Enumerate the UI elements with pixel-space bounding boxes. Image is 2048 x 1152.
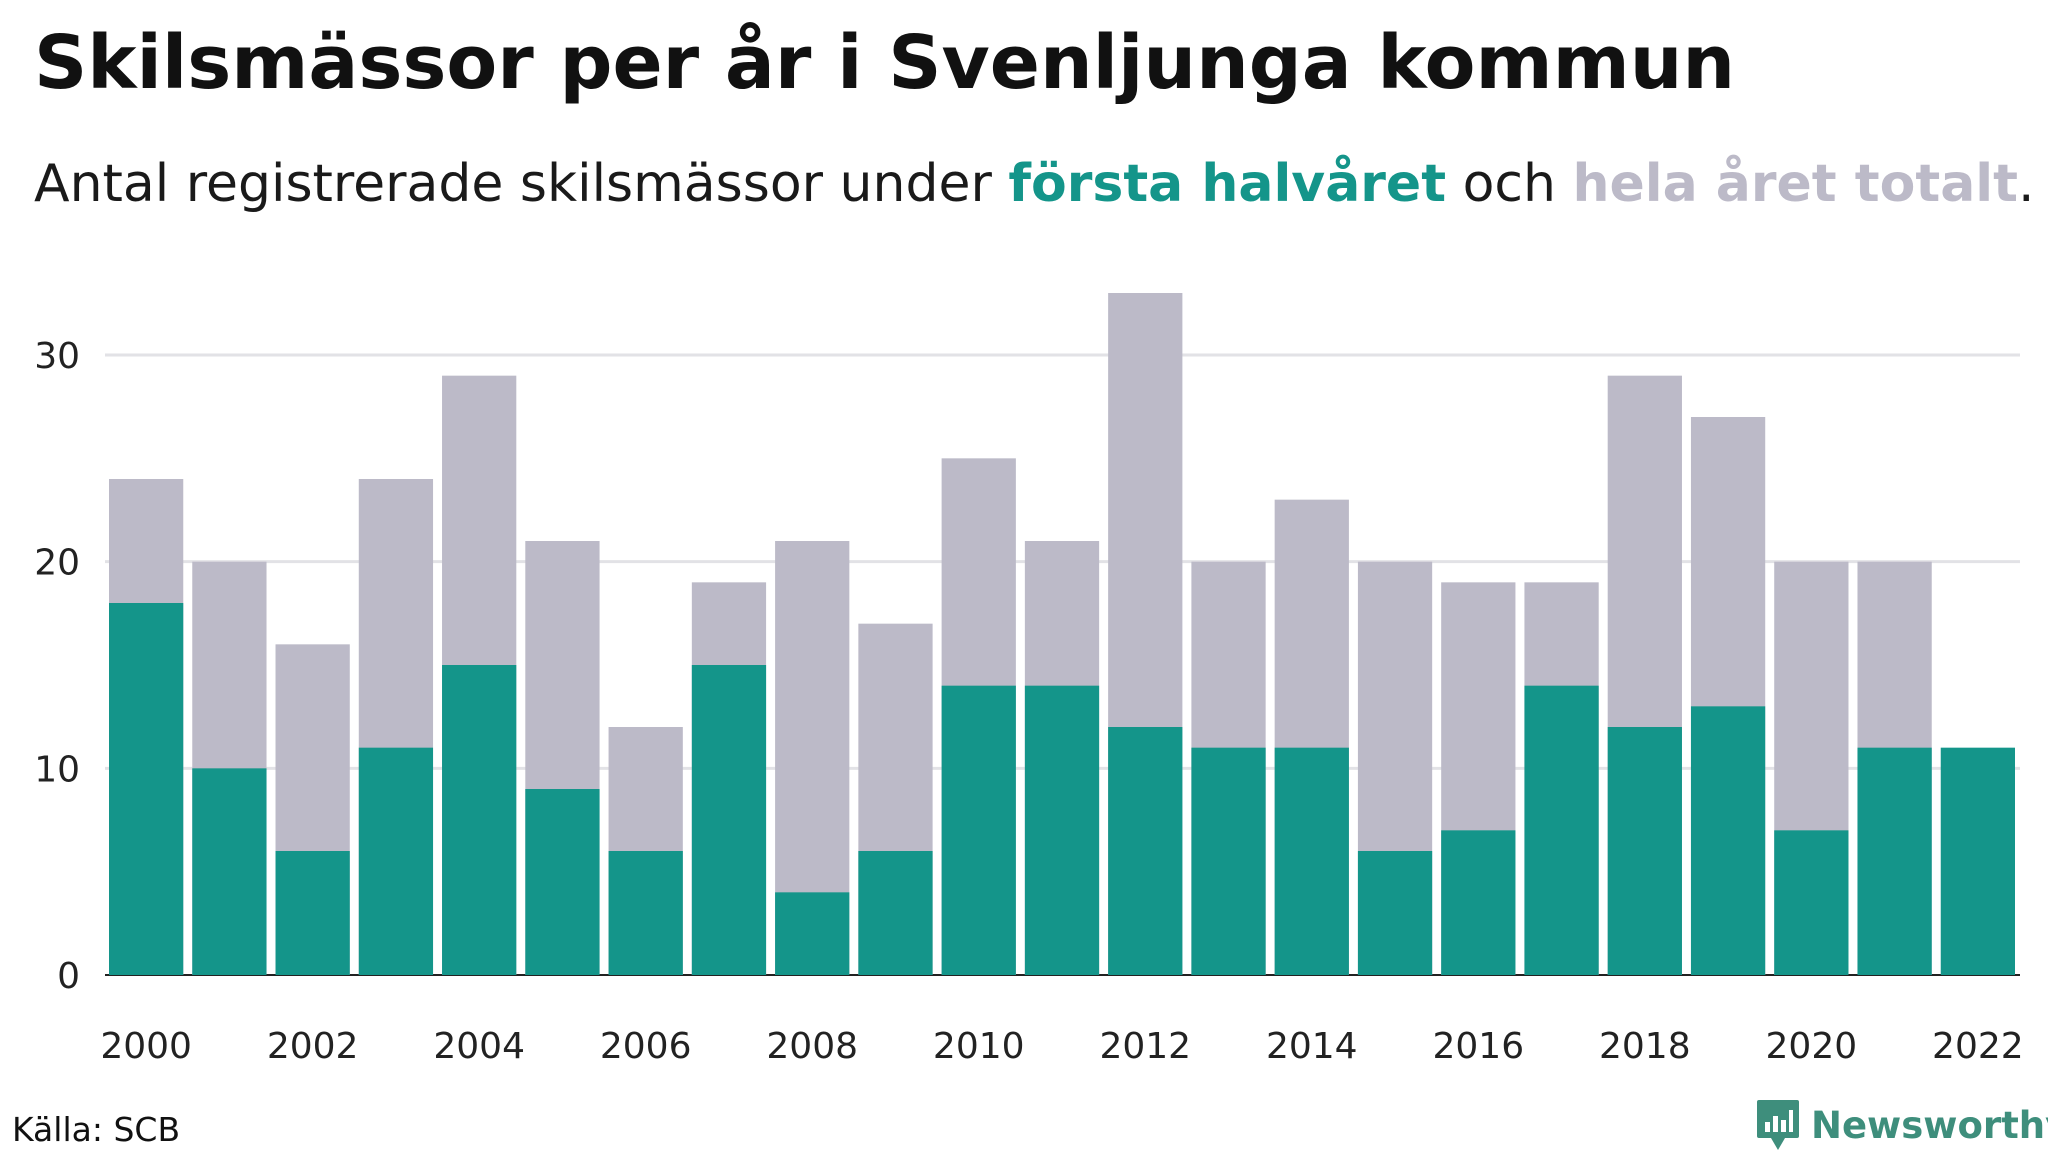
y-axis-ticks: 0 10 20 30 xyxy=(34,336,80,997)
bar-first-half xyxy=(1441,830,1516,975)
y-tick-label: 0 xyxy=(57,956,80,997)
bar-first-half xyxy=(192,768,267,975)
bar-first-half xyxy=(608,851,683,975)
y-tick-label: 20 xyxy=(34,543,80,584)
brand-name: Newsworthy xyxy=(1811,1103,2048,1147)
first-half-bars xyxy=(109,603,2015,975)
y-tick-label: 30 xyxy=(34,336,80,377)
bar-first-half xyxy=(358,747,434,975)
legend-first-half: första halvåret xyxy=(1008,154,1447,214)
bar-first-half xyxy=(1274,747,1349,975)
subtitle-prefix: Antal registrerade skilsmässor under xyxy=(34,154,1009,214)
x-tick-label: 2014 xyxy=(1266,1026,1358,1067)
source-note: Källa: SCB xyxy=(12,1110,181,1149)
bar-first-half xyxy=(1024,685,1100,975)
bar-first-half xyxy=(1940,747,2015,975)
bar-first-half xyxy=(1774,830,1849,975)
x-tick-label: 2008 xyxy=(766,1026,858,1067)
chart-subtitle: Antal registrerade skilsmässor under för… xyxy=(34,154,2035,214)
bar-first-half xyxy=(858,851,933,975)
bar-first-half xyxy=(1357,851,1433,975)
bar-first-half xyxy=(775,892,850,975)
bar-first-half xyxy=(1607,727,1682,975)
bar-first-half xyxy=(1524,685,1599,975)
bar-first-half xyxy=(1191,747,1266,975)
x-tick-label: 2004 xyxy=(433,1026,525,1067)
bar-first-half xyxy=(525,789,600,975)
x-tick-label: 2022 xyxy=(1932,1026,2024,1067)
x-tick-label: 2000 xyxy=(100,1026,192,1067)
bar-first-half xyxy=(109,603,184,975)
bar-first-half xyxy=(275,851,350,975)
subtitle-suffix: . xyxy=(2017,154,2035,214)
newsworthy-logo-icon xyxy=(1757,1100,1799,1150)
brand-logo: Newsworthy xyxy=(1755,1098,2048,1152)
subtitle-middle: och xyxy=(1446,154,1573,214)
y-tick-label: 10 xyxy=(34,749,80,790)
x-tick-label: 2010 xyxy=(933,1026,1025,1067)
chart-title: Skilsmässor per år i Svenljunga kommun xyxy=(34,20,1736,106)
x-tick-label: 2016 xyxy=(1432,1026,1524,1067)
legend-full-year: hela året totalt xyxy=(1572,154,2018,214)
x-axis-ticks: 2000 2002 2004 2006 2008 2010 2012 2014 2016 2018… xyxy=(100,1026,2023,1067)
x-tick-label: 2020 xyxy=(1766,1026,1858,1067)
bar-first-half xyxy=(1857,747,1932,975)
x-tick-label: 2002 xyxy=(267,1026,359,1067)
bar-first-half xyxy=(691,665,767,975)
x-tick-label: 2006 xyxy=(600,1026,692,1067)
x-tick-label: 2012 xyxy=(1099,1026,1191,1067)
x-tick-label: 2018 xyxy=(1599,1026,1691,1067)
bar-first-half xyxy=(941,685,1016,975)
bar-first-half xyxy=(1690,706,1766,975)
bar-first-half xyxy=(442,665,517,975)
bar-first-half xyxy=(1108,727,1183,975)
